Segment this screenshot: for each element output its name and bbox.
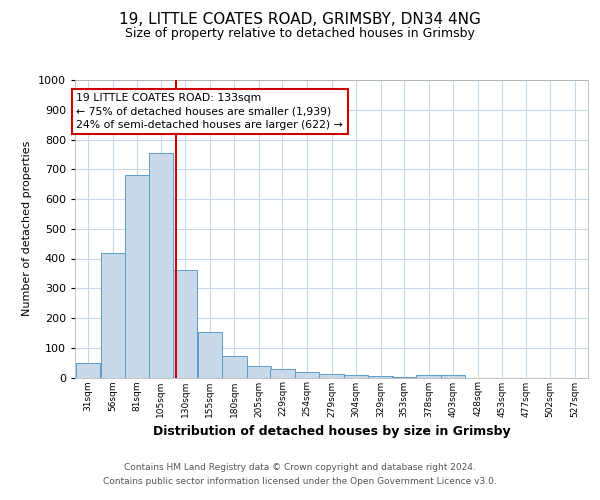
Bar: [271, 370, 295, 378]
Text: Contains public sector information licensed under the Open Government Licence v3: Contains public sector information licen…: [103, 477, 497, 486]
Bar: [416, 374, 441, 378]
Bar: [222, 356, 247, 378]
Text: 19 LITTLE COATES ROAD: 133sqm
← 75% of detached houses are smaller (1,939)
24% o: 19 LITTLE COATES ROAD: 133sqm ← 75% of d…: [76, 94, 343, 130]
Bar: [368, 376, 392, 378]
Bar: [198, 332, 222, 378]
Bar: [125, 175, 149, 378]
Text: Contains HM Land Registry data © Crown copyright and database right 2024.: Contains HM Land Registry data © Crown c…: [124, 464, 476, 472]
Y-axis label: Number of detached properties: Number of detached properties: [22, 141, 32, 316]
Text: Size of property relative to detached houses in Grimsby: Size of property relative to detached ho…: [125, 28, 475, 40]
Bar: [319, 374, 344, 378]
Bar: [247, 366, 271, 378]
Bar: [344, 375, 368, 378]
Bar: [149, 153, 173, 378]
Bar: [392, 377, 416, 378]
Text: 19, LITTLE COATES ROAD, GRIMSBY, DN34 4NG: 19, LITTLE COATES ROAD, GRIMSBY, DN34 4N…: [119, 12, 481, 28]
X-axis label: Distribution of detached houses by size in Grimsby: Distribution of detached houses by size …: [152, 425, 511, 438]
Bar: [76, 362, 100, 378]
Bar: [441, 376, 465, 378]
Bar: [295, 372, 319, 378]
Bar: [101, 252, 125, 378]
Bar: [173, 270, 197, 378]
